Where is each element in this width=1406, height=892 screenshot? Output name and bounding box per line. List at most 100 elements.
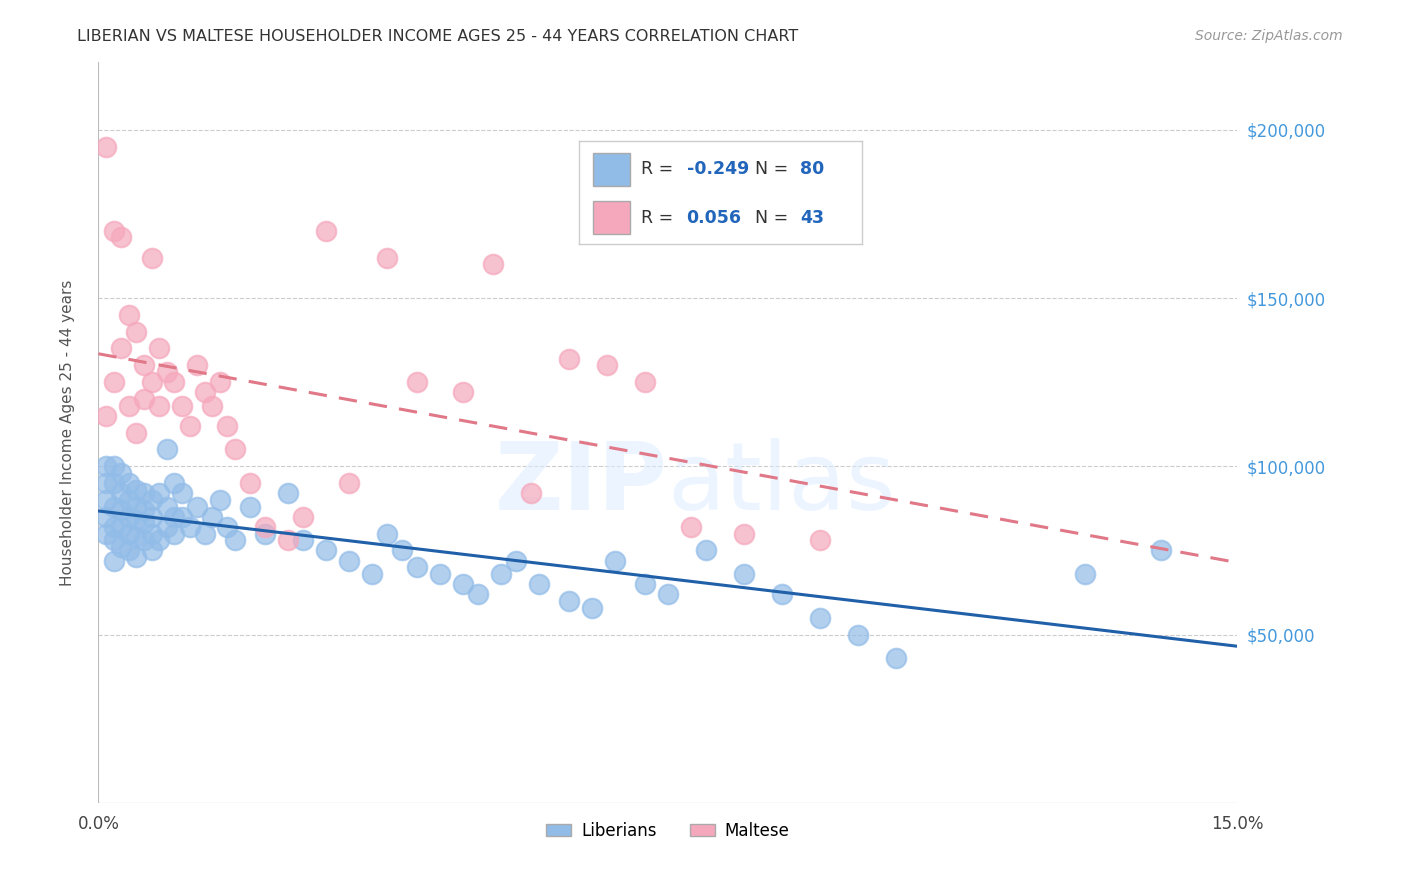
- Point: [194, 385, 217, 400]
- Point: [337, 476, 360, 491]
- Point: [596, 359, 619, 373]
- Point: [201, 509, 224, 524]
- Point: [581, 600, 603, 615]
- Point: [132, 359, 155, 373]
- Point: [125, 325, 148, 339]
- Point: [156, 500, 179, 514]
- Point: [156, 520, 179, 534]
- Text: LIBERIAN VS MALTESE HOUSEHOLDER INCOME AGES 25 - 44 YEARS CORRELATION CHART: LIBERIAN VS MALTESE HOUSEHOLDER INCOME A…: [77, 29, 799, 45]
- Point: [110, 540, 132, 554]
- Text: R =: R =: [641, 209, 685, 227]
- Point: [125, 550, 148, 565]
- Point: [451, 385, 474, 400]
- Point: [148, 342, 170, 356]
- Point: [110, 503, 132, 517]
- Text: 0.056: 0.056: [686, 209, 741, 227]
- Point: [224, 442, 246, 457]
- Point: [603, 553, 626, 567]
- Point: [186, 359, 208, 373]
- Text: R =: R =: [641, 161, 679, 178]
- Point: [148, 533, 170, 548]
- Point: [103, 459, 125, 474]
- Point: [217, 418, 239, 433]
- Point: [103, 520, 125, 534]
- Text: 80: 80: [800, 161, 824, 178]
- Point: [110, 342, 132, 356]
- Point: [224, 533, 246, 548]
- Point: [170, 486, 193, 500]
- Text: ZIP: ZIP: [495, 439, 668, 531]
- Point: [156, 442, 179, 457]
- Point: [733, 566, 755, 581]
- Point: [634, 577, 657, 591]
- Point: [406, 375, 429, 389]
- Point: [125, 513, 148, 527]
- Point: [375, 526, 398, 541]
- Point: [141, 375, 163, 389]
- Point: [179, 418, 201, 433]
- Point: [103, 500, 125, 514]
- Point: [110, 466, 132, 480]
- Point: [170, 399, 193, 413]
- Point: [186, 500, 208, 514]
- Point: [94, 526, 117, 541]
- Point: [148, 486, 170, 500]
- Text: -0.249: -0.249: [686, 161, 749, 178]
- Point: [118, 308, 141, 322]
- Point: [277, 533, 299, 548]
- Point: [132, 503, 155, 517]
- Point: [451, 577, 474, 591]
- Point: [141, 492, 163, 507]
- Text: N =: N =: [755, 161, 793, 178]
- Point: [277, 486, 299, 500]
- Point: [315, 224, 337, 238]
- Point: [103, 553, 125, 567]
- Point: [94, 409, 117, 423]
- Point: [254, 526, 277, 541]
- Text: N =: N =: [755, 209, 793, 227]
- FancyBboxPatch shape: [593, 153, 630, 186]
- Point: [254, 520, 277, 534]
- Text: Source: ZipAtlas.com: Source: ZipAtlas.com: [1195, 29, 1343, 44]
- Point: [125, 483, 148, 497]
- Point: [103, 224, 125, 238]
- Point: [194, 526, 217, 541]
- Point: [375, 251, 398, 265]
- Point: [429, 566, 451, 581]
- Point: [132, 392, 155, 406]
- Point: [634, 375, 657, 389]
- Text: atlas: atlas: [668, 439, 896, 531]
- Point: [163, 509, 186, 524]
- Point: [482, 257, 505, 271]
- Point: [315, 543, 337, 558]
- Point: [505, 553, 527, 567]
- Point: [110, 230, 132, 244]
- Point: [156, 365, 179, 379]
- Point: [118, 543, 141, 558]
- Point: [141, 251, 163, 265]
- Y-axis label: Householder Income Ages 25 - 44 years: Householder Income Ages 25 - 44 years: [60, 279, 75, 586]
- Point: [391, 543, 413, 558]
- Point: [558, 594, 581, 608]
- Point: [179, 520, 201, 534]
- Point: [148, 399, 170, 413]
- FancyBboxPatch shape: [593, 201, 630, 234]
- Point: [163, 476, 186, 491]
- Point: [406, 560, 429, 574]
- Point: [201, 399, 224, 413]
- Point: [125, 500, 148, 514]
- Point: [103, 476, 125, 491]
- Point: [217, 520, 239, 534]
- Point: [1150, 543, 1173, 558]
- Legend: Liberians, Maltese: Liberians, Maltese: [540, 815, 796, 847]
- Point: [808, 610, 831, 624]
- Point: [103, 375, 125, 389]
- Point: [94, 459, 117, 474]
- Point: [94, 476, 117, 491]
- Point: [770, 587, 793, 601]
- Point: [208, 492, 231, 507]
- Point: [292, 533, 315, 548]
- Point: [884, 651, 907, 665]
- Point: [94, 139, 117, 153]
- Point: [118, 399, 141, 413]
